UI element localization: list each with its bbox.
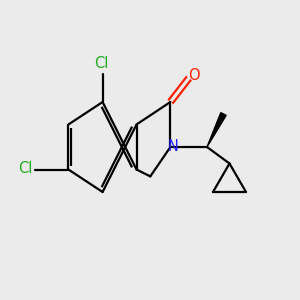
Text: Cl: Cl: [94, 56, 108, 71]
Text: Cl: Cl: [18, 161, 32, 176]
Polygon shape: [207, 113, 226, 147]
Text: N: N: [168, 139, 179, 154]
Text: O: O: [189, 68, 200, 83]
